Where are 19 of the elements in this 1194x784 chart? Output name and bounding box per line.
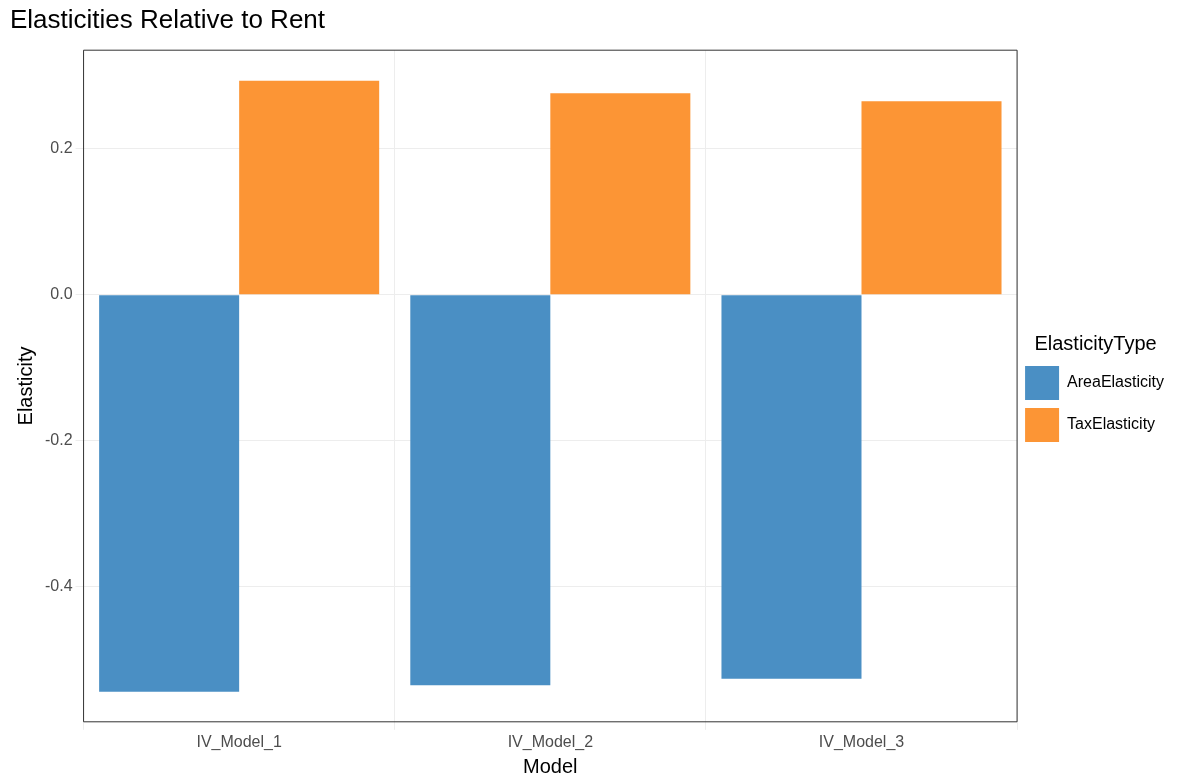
bar: [550, 93, 691, 295]
y-tick-label: 0.2: [50, 139, 73, 157]
bar: [721, 295, 862, 679]
y-tick-label: 0.0: [50, 285, 73, 303]
legend-title: ElasticityType: [1034, 331, 1157, 354]
bar: [239, 80, 380, 295]
bar: [99, 295, 240, 692]
y-tick-label: -0.2: [44, 431, 73, 449]
x-tick-label: IV_Model_3: [818, 732, 905, 751]
x-axis-title: Model: [523, 754, 578, 777]
bar: [410, 295, 551, 686]
y-axis-title: Elasticity: [13, 346, 36, 426]
legend-label: TaxElasticity: [1067, 415, 1156, 433]
bar: [861, 101, 1002, 295]
x-tick-label: IV_Model_1: [196, 732, 282, 751]
legend-label: AreaElasticity: [1067, 373, 1164, 391]
chart-title: Elasticities Relative to Rent: [10, 3, 326, 34]
y-tick-label: -0.4: [44, 577, 73, 595]
x-tick-label: IV_Model_2: [507, 732, 594, 751]
